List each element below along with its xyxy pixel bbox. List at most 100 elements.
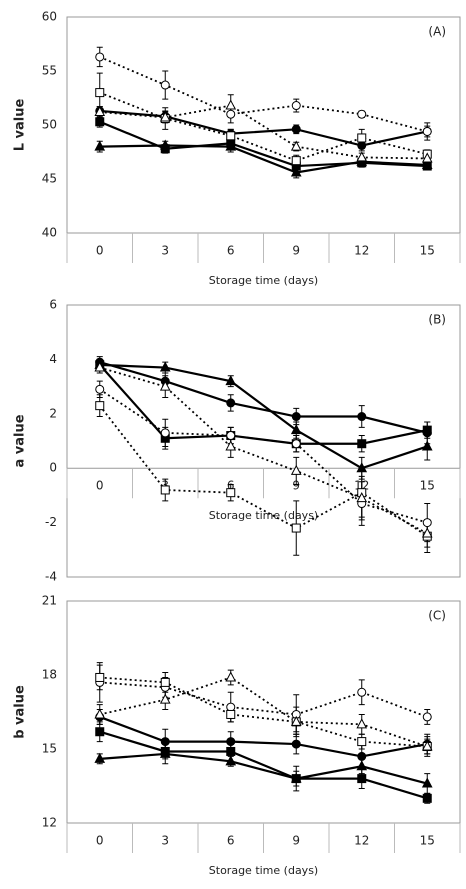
point [225,671,237,682]
y-tick-label: 6 [49,298,57,312]
point [225,99,237,110]
point [290,715,302,726]
point [226,131,236,141]
point [159,693,171,704]
point [226,702,236,712]
point [422,712,432,722]
x-axis-label: Storage time (days) [209,509,318,522]
point [226,746,236,756]
point [159,747,171,758]
x-tick-label: 0 [96,834,104,848]
point [356,760,368,771]
point [95,384,105,394]
y-tick-label: 0 [49,461,57,475]
point [159,139,171,150]
plot-frame [66,304,461,578]
point [95,117,105,127]
series-line [99,363,428,470]
point [422,518,432,528]
x-tick-label: 15 [420,834,435,848]
point [291,101,301,111]
point [356,151,368,162]
panel: 12 15 18 21 0 3 6 9 12 15 Storage time (days) b val… [13,594,461,877]
x-tick-label: 0 [96,479,104,493]
x-tick-label: 9 [292,834,300,848]
point [421,777,433,788]
x-tick-label: 3 [161,834,169,848]
x-tick-label: 6 [227,834,235,848]
point [290,464,302,475]
series-line [99,56,428,133]
y-tick-label: 40 [42,226,57,240]
point [226,488,236,498]
point [159,111,171,122]
point [95,401,105,411]
point [159,380,171,391]
y-tick-label: 12 [42,816,57,830]
point [225,440,237,451]
series-line [99,361,428,434]
panel-title: (A) [428,25,446,39]
point [421,440,433,451]
x-tick-label: 9 [292,244,300,258]
panel: 40 45 50 55 60 0 3 6 9 12 15 Storage time (days) L v… [13,10,461,287]
point [94,361,106,372]
point [291,439,301,449]
point [160,428,170,438]
point [290,424,302,435]
point [422,425,432,435]
y-tick-label: 4 [49,352,57,366]
point [94,105,106,117]
point [357,412,367,422]
x-axis-label: Storage time (days) [209,274,318,287]
point [225,140,237,151]
y-axis-label: L value [13,99,28,152]
point [226,709,236,719]
point [357,141,367,151]
point [422,793,432,803]
point [422,126,432,136]
point [356,492,368,503]
x-tick-label: 3 [161,244,169,258]
series-line [99,730,428,800]
point [225,375,237,386]
point [357,751,367,761]
x-tick-label: 12 [354,834,369,848]
point [357,133,367,143]
point [94,140,106,151]
series-line [99,752,428,785]
x-tick-label: 6 [227,244,235,258]
point [160,737,170,747]
series-line [99,676,428,748]
x-tick-label: 12 [354,244,369,258]
point [356,462,368,473]
panel-title: (B) [428,313,446,327]
y-tick-label: 60 [42,10,57,24]
point [421,158,433,169]
series-line [99,676,428,748]
x-tick-label: 9 [292,479,300,493]
series-line [99,388,428,524]
point [357,774,367,784]
point [226,398,236,408]
point [357,109,367,119]
point [291,412,301,422]
y-tick-label: -2 [45,515,57,529]
series-line [99,681,428,718]
point [226,431,236,441]
y-tick-label: 21 [42,594,57,608]
x-tick-label: 15 [420,479,435,493]
y-tick-label: 50 [42,118,57,132]
y-tick-label: 45 [42,172,57,186]
point [290,166,302,177]
point [291,124,301,134]
point [95,672,105,682]
point [95,52,105,62]
point [421,527,433,538]
point [421,740,433,751]
point [159,361,171,372]
point [357,439,367,449]
panel-title: (C) [428,609,446,623]
point [94,752,106,763]
